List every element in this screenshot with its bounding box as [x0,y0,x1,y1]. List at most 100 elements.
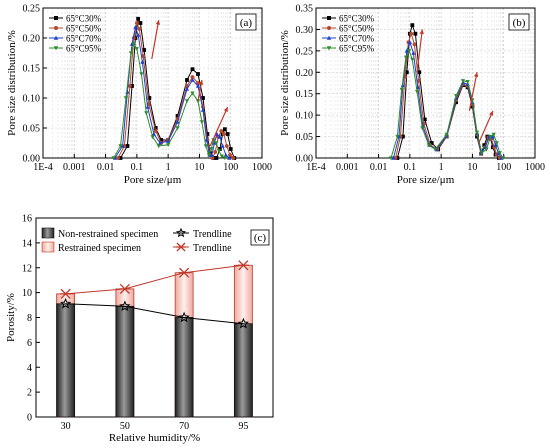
y-tick-label: 16 [22,214,32,225]
data-point-s2-22 [220,143,225,148]
trend-arrow-0 [416,29,423,73]
trend-point-0-1 [119,300,131,312]
y-tick-label: 0.05 [296,132,314,143]
trend-arrow-0 [151,19,160,60]
data-point-s2-6 [140,59,145,64]
x-axis-label: Relative humidity/% [109,432,200,444]
data-point-s3-7 [144,111,149,116]
data-point-s2-7 [145,104,150,109]
data-point-s2-4 [407,40,412,44]
y-axis-label: Pore size distribution/% [279,30,291,136]
data-point-s3-22 [500,156,506,161]
trendline-0 [65,303,244,325]
legend-marker-1 [327,26,331,30]
data-point-s1-6 [416,78,421,83]
y-tick-label: 6 [27,338,32,349]
data-point-s1-6 [141,54,146,58]
y-tick-label: 10 [22,288,32,299]
data-point-s0-1 [401,134,405,139]
data-point-s0-5 [413,31,418,36]
data-point-s0-7 [147,96,152,100]
trend-arrow-2 [478,110,494,144]
trend-point-0-3 [237,317,249,329]
legend-label-trend-0: Trendline [193,229,232,240]
data-point-s3-3 [403,55,409,60]
data-point-s3-4 [131,42,136,47]
data-point-s2-24 [227,155,232,160]
data-point-s3-20 [494,141,499,146]
legend-label-0: 65°C30% [66,14,102,24]
data-point-s2-0 [391,155,396,160]
trendline-1 [65,264,244,295]
data-point-s0-13 [190,67,195,72]
data-point-s3-0 [388,156,394,161]
data-point-s3-18 [488,134,493,139]
trend-arrow-head-1 [473,72,479,78]
y-tick-label: 0.00 [23,154,41,165]
data-point-s0-23 [225,132,230,136]
data-point-s0-7 [422,117,427,122]
y-tick-label: 0.35 [296,4,314,15]
legend-marker-1 [54,26,58,30]
x-tick-label: 95 [238,421,248,432]
data-point-s3-16 [203,144,208,149]
data-point-s3-19 [211,138,216,143]
y-tick-label: 0.05 [23,124,41,135]
legend-marker-2 [326,35,332,40]
data-point-s0-6 [417,70,422,75]
trend-point-1-1 [119,283,131,294]
panel-label-box [235,13,257,31]
data-point-s2-5 [411,50,416,55]
data-point-s0-8 [153,126,158,130]
data-point-s1-23 [224,144,229,148]
bar-non-restrained-1 [115,305,135,418]
x-tick-label: 1000 [252,162,272,173]
y-tick-label: 0.10 [23,94,41,105]
data-point-s3-2 [399,87,404,92]
data-point-s1-4 [134,21,139,25]
x-tick-label: 100 [223,162,238,173]
data-point-s2-14 [195,83,201,88]
y-tick-label: 0.15 [23,64,41,75]
data-point-s2-3 [404,48,409,53]
legend-marker-0 [327,16,331,20]
legend-marker-2 [53,35,59,40]
x-tick-label: 70 [179,421,189,432]
trend-point-0-0 [60,297,72,309]
data-point-s3-10 [166,143,171,148]
data-point-s3-5 [134,47,139,52]
panel-label: (c) [254,232,267,244]
data-point-s3-6 [139,72,144,77]
data-point-s1-22 [221,132,226,136]
series-line-1 [395,32,501,159]
legend-marker-3 [326,46,332,51]
x-tick-label: 0.001 [336,162,359,173]
legend-swatch-restrained [41,241,55,253]
y-axis-label: Porosity/% [5,293,17,342]
x-tick-label: 0.1 [404,162,417,173]
trend-point-1-0 [60,288,72,299]
data-point-s1-0 [116,156,120,160]
trend-arrow-2 [209,106,229,147]
legend-label-1: 65°C50% [339,24,375,34]
data-point-s3-9 [156,144,161,149]
y-tick-label: 0.00 [296,154,314,165]
y-tick-label: 0.20 [23,34,41,45]
y-tick-label: 0.25 [23,4,41,15]
data-point-s3-5 [410,57,415,62]
x-tick-label: 0.001 [63,162,86,173]
trend-arrow-head-0 [419,29,424,35]
data-point-s0-17 [482,143,487,148]
data-point-s3-17 [206,153,211,158]
x-tick-label: 0.1 [131,162,144,173]
panel-a-chart: 1E-4 0.001 0.01 0.1 1 10 100 1000 0.00 0.05 0.10 0.… [6,4,272,187]
data-point-s3-8 [426,143,431,148]
data-point-s1-2 [128,84,132,88]
data-point-s3-21 [497,151,502,156]
data-point-s2-16 [204,137,209,142]
data-point-s3-14 [195,99,201,104]
data-point-s3-16 [479,151,484,156]
data-point-s3-3 [128,51,134,56]
data-point-s0-14 [196,72,200,76]
legend-label-non-restrained: Non-restrained specimen [58,229,158,240]
